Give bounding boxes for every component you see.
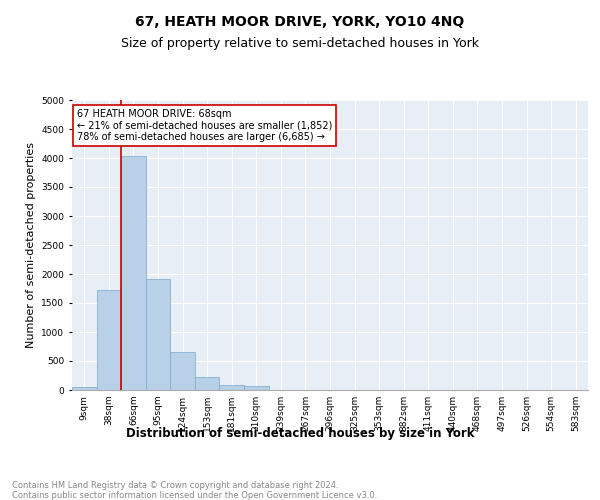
Bar <box>97 290 121 390</box>
Bar <box>220 385 244 390</box>
Text: Distribution of semi-detached houses by size in York: Distribution of semi-detached houses by … <box>126 428 474 440</box>
Bar <box>121 156 146 390</box>
Text: 67, HEATH MOOR DRIVE, YORK, YO10 4NQ: 67, HEATH MOOR DRIVE, YORK, YO10 4NQ <box>136 15 464 29</box>
Bar <box>195 377 220 390</box>
Y-axis label: Number of semi-detached properties: Number of semi-detached properties <box>26 142 36 348</box>
Bar <box>72 387 97 390</box>
Text: Size of property relative to semi-detached houses in York: Size of property relative to semi-detach… <box>121 38 479 51</box>
Bar <box>170 352 195 390</box>
Text: Contains HM Land Registry data © Crown copyright and database right 2024.
Contai: Contains HM Land Registry data © Crown c… <box>12 480 377 500</box>
Bar <box>244 386 269 390</box>
Text: 67 HEATH MOOR DRIVE: 68sqm
← 21% of semi-detached houses are smaller (1,852)
78%: 67 HEATH MOOR DRIVE: 68sqm ← 21% of semi… <box>77 108 332 142</box>
Bar <box>146 279 170 390</box>
